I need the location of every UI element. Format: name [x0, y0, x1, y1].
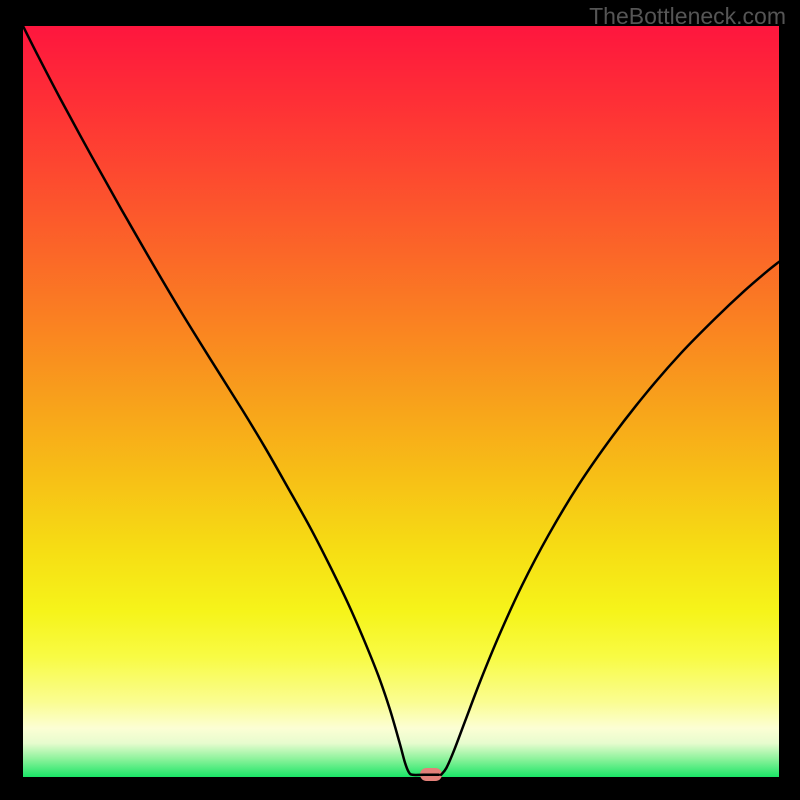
watermark-text: TheBottleneck.com	[589, 3, 786, 30]
bottleneck-marker	[420, 768, 442, 781]
gradient-background	[23, 26, 779, 777]
plot-area	[23, 26, 779, 777]
chart-canvas: TheBottleneck.com	[0, 0, 800, 800]
